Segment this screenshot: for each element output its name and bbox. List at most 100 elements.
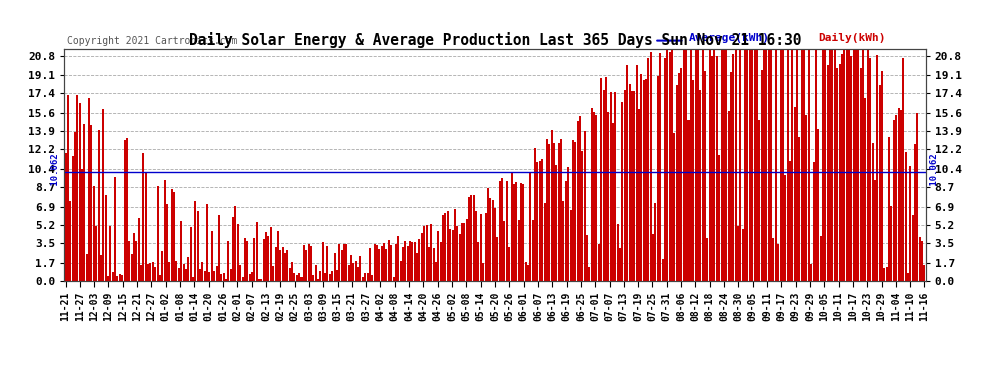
Bar <box>213 271 215 281</box>
Bar <box>555 165 557 281</box>
Bar <box>668 52 670 281</box>
Bar <box>458 234 460 281</box>
Bar <box>914 144 916 281</box>
Bar <box>711 56 713 281</box>
Bar <box>612 123 614 281</box>
Bar <box>438 231 440 281</box>
Bar <box>567 166 569 281</box>
Bar <box>818 129 820 281</box>
Bar <box>673 133 675 281</box>
Bar <box>124 140 126 281</box>
Bar <box>289 268 291 281</box>
Bar <box>357 267 359 281</box>
Bar <box>704 72 706 281</box>
Bar <box>513 184 515 281</box>
Bar <box>446 211 448 281</box>
Bar <box>636 65 638 281</box>
Bar <box>88 98 90 281</box>
Bar <box>638 108 640 281</box>
Bar <box>315 265 317 281</box>
Bar <box>388 240 390 281</box>
Bar <box>293 273 295 281</box>
Bar <box>258 279 260 281</box>
Bar <box>86 254 88 281</box>
Bar <box>574 142 576 281</box>
Bar <box>341 250 343 281</box>
Bar <box>874 180 876 281</box>
Bar <box>907 273 909 281</box>
Bar <box>924 264 926 281</box>
Bar <box>105 195 107 281</box>
Bar <box>520 183 522 281</box>
Bar <box>180 221 182 281</box>
Bar <box>109 226 111 281</box>
Bar <box>168 262 170 281</box>
Bar <box>806 115 808 281</box>
Bar <box>197 211 199 281</box>
Bar <box>801 49 803 281</box>
Bar <box>763 49 765 281</box>
Bar <box>93 186 95 281</box>
Bar <box>921 241 923 281</box>
Bar <box>829 49 831 281</box>
Bar <box>412 242 414 281</box>
Bar <box>827 65 829 281</box>
Bar <box>740 49 742 281</box>
Bar <box>204 271 206 281</box>
Bar <box>837 68 839 281</box>
Bar <box>138 218 140 281</box>
Bar <box>473 195 475 281</box>
Bar <box>869 58 871 281</box>
Bar <box>756 49 758 281</box>
Bar <box>451 231 453 281</box>
Bar <box>600 78 602 281</box>
Bar <box>881 71 883 281</box>
Bar <box>760 70 762 281</box>
Bar <box>298 273 300 281</box>
Bar <box>383 243 385 281</box>
Bar <box>90 125 92 281</box>
Bar <box>723 49 725 281</box>
Bar <box>883 268 885 281</box>
Bar <box>695 49 697 281</box>
Bar <box>428 247 430 281</box>
Bar <box>296 275 298 281</box>
Bar <box>482 262 484 281</box>
Bar <box>692 80 694 281</box>
Bar <box>834 49 836 281</box>
Bar <box>492 200 494 281</box>
Bar <box>685 49 687 281</box>
Bar <box>136 242 138 281</box>
Bar <box>579 116 581 281</box>
Bar <box>515 182 517 281</box>
Bar <box>857 49 859 281</box>
Bar <box>605 77 607 281</box>
Bar <box>796 49 798 281</box>
Bar <box>426 225 428 281</box>
Bar <box>588 267 590 281</box>
Bar <box>683 49 685 281</box>
Bar <box>308 244 310 281</box>
Bar <box>539 161 541 281</box>
Bar <box>119 274 121 281</box>
Bar <box>832 49 834 281</box>
Bar <box>537 162 539 281</box>
Bar <box>820 236 822 281</box>
Bar <box>744 49 746 281</box>
Bar <box>530 173 532 281</box>
Bar <box>242 278 244 281</box>
Bar <box>562 201 564 281</box>
Bar <box>545 139 547 281</box>
Bar <box>267 236 269 281</box>
Bar <box>678 73 680 281</box>
Bar <box>192 276 194 281</box>
Bar <box>456 226 458 281</box>
Bar <box>400 261 402 281</box>
Bar <box>895 116 897 281</box>
Bar <box>423 226 426 281</box>
Bar <box>220 274 223 281</box>
Bar <box>742 229 743 281</box>
Bar <box>535 148 537 281</box>
Text: Average(kWh): Average(kWh) <box>689 33 770 43</box>
Bar <box>572 140 574 281</box>
